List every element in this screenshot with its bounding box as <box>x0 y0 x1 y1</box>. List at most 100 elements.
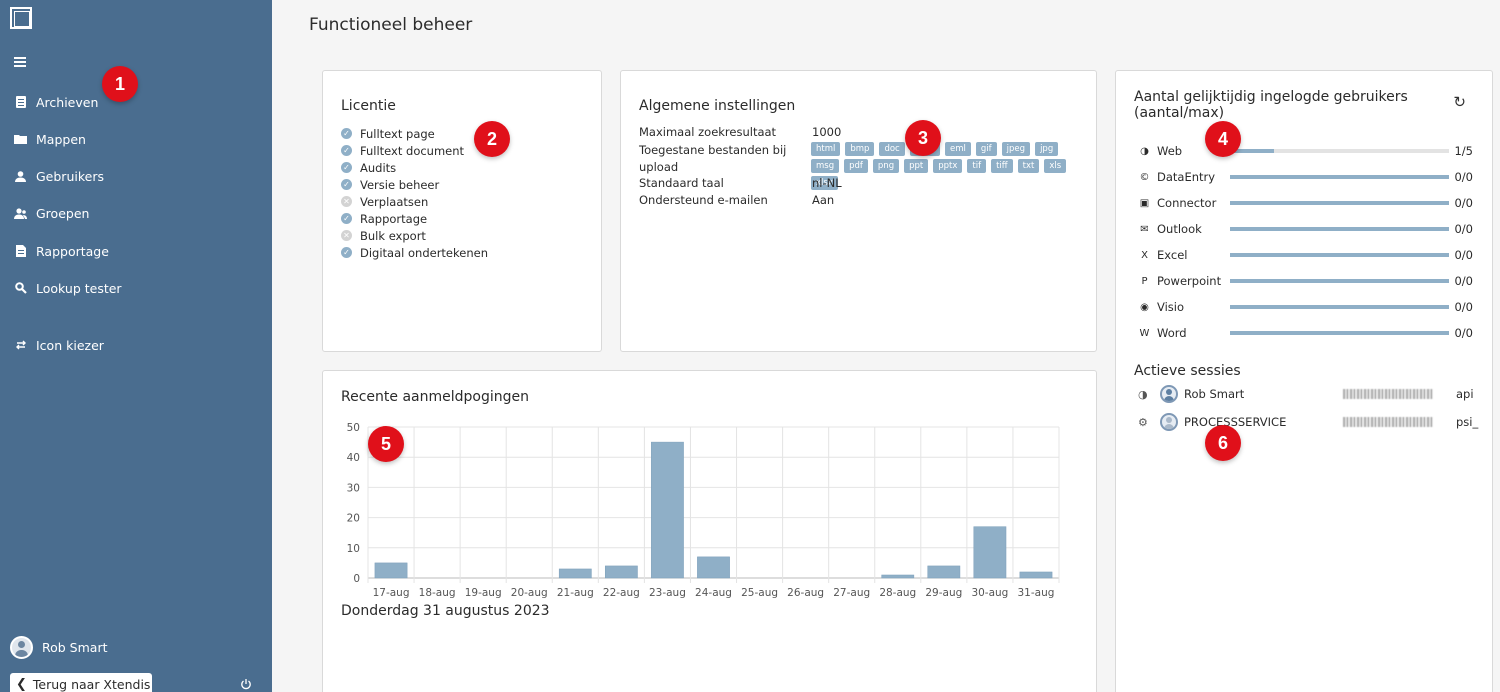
licentie-item: ✕ Verplaatsen <box>341 193 488 210</box>
y-tick-label: 10 <box>347 543 360 555</box>
session-user-name: PROCESSSERVICE <box>1184 415 1287 429</box>
x-tick-label: 23-aug <box>649 587 686 599</box>
search-icon <box>14 282 27 295</box>
bar-30-aug <box>973 526 1007 579</box>
archive-icon <box>14 96 27 109</box>
cross-icon: ✕ <box>341 230 352 241</box>
licentie-card: Licentie ✓ Fulltext page ✓ Fulltext documen… <box>322 70 602 352</box>
sidebar-item-archieven[interactable]: Archieven <box>14 92 98 112</box>
redacted-ip <box>1343 389 1433 399</box>
excel-icon: X <box>1141 249 1148 261</box>
usage-bar-fill <box>1230 227 1449 231</box>
user-icon <box>14 170 27 183</box>
user-type-name: Visio <box>1157 300 1185 314</box>
session-row[interactable]: ⚙ PROCESSSERVICE psi_ <box>1138 412 1498 432</box>
check-icon: ✓ <box>341 213 352 224</box>
sidebar-item-label: Rapportage <box>36 243 109 259</box>
user-type-row: © DataEntry 0/0 <box>1138 167 1474 187</box>
bar-22-aug <box>604 565 638 579</box>
page-title: Functioneel beheer <box>309 15 473 35</box>
sidebar-item-rapportage[interactable]: Rapportage <box>14 241 109 261</box>
sidebar-item-groepen[interactable]: Groepen <box>14 203 89 223</box>
report-icon <box>14 245 27 258</box>
sidebar-item-lookup-tester[interactable]: Lookup tester <box>14 278 122 298</box>
sidebar-item-label: Icon kiezer <box>36 337 104 353</box>
avatar <box>10 636 33 659</box>
menu-toggle-icon[interactable] <box>14 57 26 69</box>
x-tick-label: 20-aug <box>511 587 548 599</box>
setting-value: nl-NL <box>812 176 842 190</box>
setting-label: Toegestane bestanden bij upload <box>639 143 787 174</box>
usage-value: 0/0 <box>1454 196 1473 210</box>
current-user-name: Rob Smart <box>42 640 108 655</box>
sidebar-item-gebruikers[interactable]: Gebruikers <box>14 166 104 186</box>
sidebar-item-icon-kiezer[interactable]: Icon kiezer <box>14 335 104 355</box>
file-type-tag: tif <box>967 159 987 173</box>
x-tick-label: 19-aug <box>465 587 502 599</box>
file-type-tag: xlsx <box>811 176 838 190</box>
mail-icon: ✉ <box>1140 223 1149 235</box>
file-type-tag: msg <box>811 159 840 173</box>
file-type-tag: gif <box>975 142 997 156</box>
usage-bar <box>1230 279 1449 283</box>
sidebar-item-mappen[interactable]: Mappen <box>14 129 86 149</box>
power-icon[interactable] <box>240 678 252 690</box>
callout-badge-6: 6 <box>1205 425 1241 461</box>
file-type-tag: ppt <box>904 159 929 173</box>
user-type-name: Excel <box>1157 248 1188 262</box>
licentie-item-label: Rapportage <box>360 211 428 226</box>
setting-value: Aan <box>812 193 835 207</box>
user-type-row: ✉ Outlook 0/0 <box>1138 219 1473 239</box>
user-type-row: ◑ Web 1/5 <box>1138 141 1473 161</box>
powerpoint-icon: P <box>1141 275 1148 287</box>
avatar <box>1160 385 1178 403</box>
sidebar-item-label: Mappen <box>36 131 86 147</box>
file-type-tags: htmlbmpdocdocxemlgifjpegjpgmsgpdfpngpptp… <box>811 142 1081 190</box>
x-tick-label: 30-aug <box>971 587 1008 599</box>
back-to-xtendis-button[interactable]: ❮ Terug naar Xtendis <box>10 673 152 692</box>
usage-bar-fill <box>1230 305 1449 309</box>
usage-bar-fill <box>1230 175 1449 179</box>
current-user[interactable]: Rob Smart <box>10 636 108 659</box>
licentie-item: ✓ Audits <box>341 159 488 176</box>
file-type-tag: eml <box>945 142 971 156</box>
bar-29-aug <box>927 565 961 579</box>
licentie-item-label: Fulltext page <box>360 126 435 141</box>
usage-value: 0/0 <box>1454 326 1473 340</box>
bar-24-aug <box>697 556 730 579</box>
usage-bar-fill <box>1230 149 1274 153</box>
y-tick-label: 0 <box>353 573 360 585</box>
file-type-tag: png <box>872 159 900 173</box>
globe-icon: ◑ <box>1140 145 1149 157</box>
x-tick-label: 21-aug <box>557 587 594 599</box>
session-row[interactable]: ◑ Rob Smart api <box>1138 384 1498 404</box>
y-tick-label: 20 <box>347 513 360 525</box>
licentie-item-label: Digitaal ondertekenen <box>360 245 488 260</box>
check-icon: ✓ <box>341 247 352 258</box>
licentie-list: ✓ Fulltext page ✓ Fulltext document ✓ Audits ✓… <box>341 125 488 261</box>
check-icon: ✓ <box>341 162 352 173</box>
cross-icon: ✕ <box>341 196 352 207</box>
sidebar-item-label: Archieven <box>36 94 99 110</box>
licentie-item: ✕ Bulk export <box>341 227 488 244</box>
bar-31-aug <box>1019 571 1053 579</box>
file-type-tag: jpeg <box>1001 142 1031 156</box>
sidebar-item-label: Groepen <box>36 205 90 221</box>
usage-bar <box>1230 201 1449 205</box>
refresh-icon[interactable]: ↻ <box>1453 93 1466 111</box>
licentie-item-label: Versie beheer <box>360 177 440 192</box>
x-tick-label: 18-aug <box>419 587 456 599</box>
user-type-row: P Powerpoint 0/0 <box>1138 271 1473 291</box>
setting-label: Maximaal zoekresultaat <box>639 125 777 139</box>
user-type-name: Powerpoint <box>1157 274 1222 288</box>
bar-17-aug <box>374 562 408 579</box>
chevron-left-icon: ❮ <box>16 676 27 692</box>
swap-icon <box>14 339 27 352</box>
user-type-name: Connector <box>1157 196 1217 210</box>
app-logo-icon[interactable] <box>10 7 32 29</box>
x-tick-label: 27-aug <box>833 587 870 599</box>
back-to-xtendis-label: Terug naar Xtendis <box>32 676 151 692</box>
y-tick-label: 50 <box>347 422 360 434</box>
word-icon: W <box>1139 327 1150 339</box>
usage-bar <box>1230 253 1449 257</box>
